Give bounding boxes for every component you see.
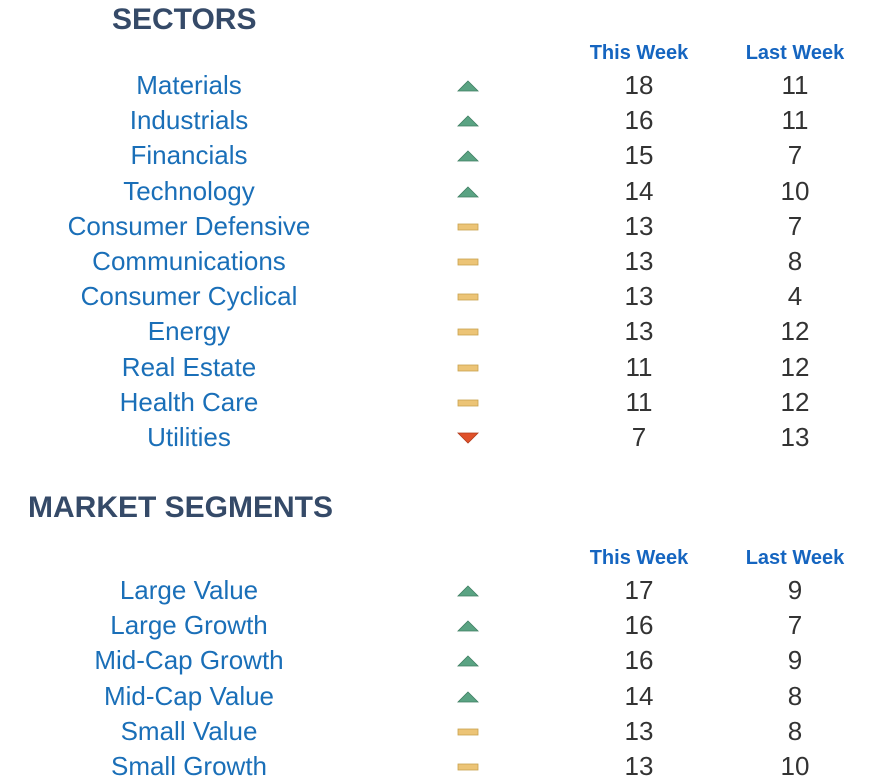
row-name: Financials [130, 140, 248, 171]
table-row: Real Estate 11 12 [0, 350, 875, 385]
table-row: Industrials 16 11 [0, 103, 875, 138]
market-segments-title: MARKET SEGMENTS [28, 491, 334, 524]
row-name: Energy [147, 316, 231, 347]
triangle-up-icon [457, 691, 479, 702]
this-week-value: 17 [624, 575, 654, 605]
last-week-value: 9 [787, 575, 803, 605]
dash-icon [457, 223, 479, 231]
last-week-value: 8 [787, 680, 803, 711]
this-week-value: 14 [624, 680, 654, 711]
table-row: Communications 13 8 [0, 244, 875, 279]
triangle-up-icon [457, 585, 479, 597]
dash-icon [457, 258, 479, 266]
sectors-title: SECTORS [112, 3, 257, 36]
last-week-value: 7 [787, 610, 803, 641]
this-week-value: 7 [631, 422, 647, 452]
triangle-up-icon [457, 655, 479, 667]
table-row: Energy 13 12 [0, 314, 875, 349]
table-row: Large Growth 16 7 [0, 608, 875, 643]
table-row: Financials 15 7 [0, 138, 875, 173]
last-week-value: 10 [780, 751, 810, 781]
table-row: Mid-Cap Growth 16 9 [0, 643, 875, 678]
table-row: Mid-Cap Value 14 8 [0, 679, 875, 714]
dash-icon [457, 763, 479, 771]
triangle-up-icon [457, 150, 479, 162]
last-week-value: 10 [780, 175, 810, 206]
table-row: Health Care 11 12 [0, 385, 875, 420]
table-row: Utilities 7 13 [0, 420, 875, 455]
this-week-value: 13 [624, 715, 654, 746]
this-week-value: 16 [624, 645, 654, 676]
row-name: Health Care [119, 386, 259, 417]
last-week-value: 9 [787, 645, 803, 676]
table-row: Consumer Cyclical 13 4 [0, 279, 875, 314]
this-week-value: 13 [624, 751, 654, 781]
row-name: Materials [136, 70, 242, 100]
table-row: Consumer Defensive 13 7 [0, 209, 875, 244]
triangle-up-icon [457, 186, 479, 197]
dash-icon [457, 293, 479, 301]
last-week-value: 11 [781, 105, 809, 136]
triangle-up-icon [457, 115, 479, 127]
this-week-value: 13 [624, 210, 654, 241]
last-week-value: 7 [787, 210, 803, 241]
triangle-up-icon [457, 80, 479, 92]
last-week-value: 7 [787, 140, 803, 171]
last-week-value: 8 [787, 715, 803, 746]
this-week-value: 18 [624, 70, 654, 100]
table-row: Small Growth 13 10 [0, 749, 875, 784]
row-name: Real Estate [121, 351, 257, 382]
segments-this-week-header: This Week [589, 547, 689, 569]
row-name: Large Value [119, 575, 259, 605]
sectors-last-week-header: Last Week [745, 42, 845, 64]
sectors-this-week-header: This Week [589, 42, 689, 64]
row-name: Communications [92, 246, 286, 276]
this-week-value: 14 [624, 175, 654, 206]
table-row: Technology 14 10 [0, 174, 875, 209]
last-week-value: 12 [780, 316, 810, 347]
row-name: Mid-Cap Value [103, 680, 275, 711]
this-week-value: 13 [624, 246, 654, 276]
this-week-value: 11 [625, 351, 653, 382]
this-week-value: 16 [624, 105, 654, 136]
triangle-down-icon [457, 432, 479, 444]
this-week-value: 15 [624, 140, 654, 171]
table-row: Small Value 13 8 [0, 714, 875, 749]
table-row: Materials 18 11 [0, 68, 875, 103]
dash-icon [457, 328, 479, 336]
table-row: Large Value 17 9 [0, 573, 875, 608]
row-name: Large Growth [110, 610, 268, 641]
this-week-value: 16 [624, 610, 654, 641]
last-week-value: 11 [781, 70, 809, 100]
row-name: Technology [123, 175, 255, 206]
last-week-value: 12 [780, 386, 810, 417]
triangle-up-icon [457, 620, 479, 632]
segments-last-week-header: Last Week [745, 547, 845, 569]
last-week-value: 8 [787, 246, 803, 276]
row-name: Mid-Cap Growth [94, 645, 284, 676]
row-name: Industrials [129, 105, 249, 136]
last-week-value: 12 [780, 351, 810, 382]
row-name: Small Growth [110, 751, 268, 781]
row-name: Small Value [120, 715, 258, 746]
dash-icon [457, 364, 479, 371]
row-name: Consumer Cyclical [80, 281, 298, 312]
this-week-value: 13 [624, 281, 654, 312]
row-name: Utilities [147, 422, 231, 452]
this-week-value: 11 [625, 386, 653, 417]
row-name: Consumer Defensive [67, 210, 311, 241]
dash-icon [457, 728, 479, 736]
last-week-value: 13 [780, 422, 810, 452]
dash-icon [457, 399, 479, 407]
this-week-value: 13 [624, 316, 654, 347]
last-week-value: 4 [787, 281, 803, 312]
